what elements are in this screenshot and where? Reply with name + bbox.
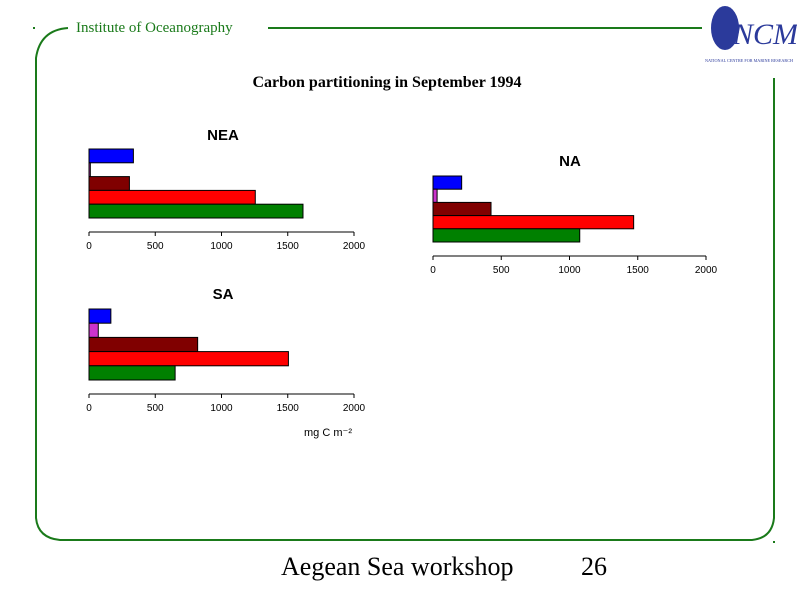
logo-subtext: NATIONAL CENTRE FOR MARINE RESEARCH <box>705 58 793 63</box>
corner-dot <box>33 27 35 29</box>
logo-emblem <box>711 6 739 50</box>
x-tick-label: 0 <box>86 403 92 414</box>
x-tick-label: 500 <box>147 241 164 252</box>
ncmr-logo: NCMR NATIONAL CENTRE FOR MARINE RESEARCH <box>705 6 797 63</box>
logo-text: NCMR <box>732 18 797 51</box>
x-tick-label: 0 <box>430 265 436 276</box>
bar <box>432 228 581 243</box>
slide-title: Carbon partitioning in September 1994 <box>252 74 522 91</box>
x-tick-label: 1500 <box>277 403 300 414</box>
bar <box>88 176 130 191</box>
x-axis-label: mg C m⁻² <box>304 427 352 439</box>
chart-title: NA <box>559 153 581 170</box>
x-tick-label: 500 <box>147 403 164 414</box>
bar <box>88 336 199 353</box>
institute-label: Institute of Oceanography <box>76 20 233 36</box>
bar <box>432 175 463 190</box>
bar <box>432 215 635 230</box>
bar <box>88 322 99 338</box>
x-tick-label: 2000 <box>343 403 366 414</box>
page-number: 26 <box>581 552 607 581</box>
chart-title: SA <box>213 286 234 303</box>
x-tick-label: 500 <box>493 265 510 276</box>
x-tick-label: 0 <box>86 241 92 252</box>
x-tick-label: 1000 <box>210 403 233 414</box>
x-tick-label: 1000 <box>558 265 581 276</box>
bar <box>88 365 176 381</box>
chart-title: NEA <box>207 127 239 144</box>
bar <box>88 189 256 205</box>
x-tick-label: 2000 <box>695 265 718 276</box>
bar <box>432 188 438 203</box>
bar <box>88 203 304 219</box>
frame-border <box>35 27 775 541</box>
bar <box>432 201 492 217</box>
bar <box>88 351 289 367</box>
bar <box>88 308 112 324</box>
x-tick-label: 1000 <box>210 241 233 252</box>
footer-workshop: Aegean Sea workshop <box>281 552 514 581</box>
bar <box>88 162 91 178</box>
corner-dot <box>773 541 775 543</box>
bar <box>88 148 134 164</box>
x-tick-label: 1500 <box>277 241 300 252</box>
x-tick-label: 2000 <box>343 241 366 252</box>
x-tick-label: 1500 <box>627 265 650 276</box>
